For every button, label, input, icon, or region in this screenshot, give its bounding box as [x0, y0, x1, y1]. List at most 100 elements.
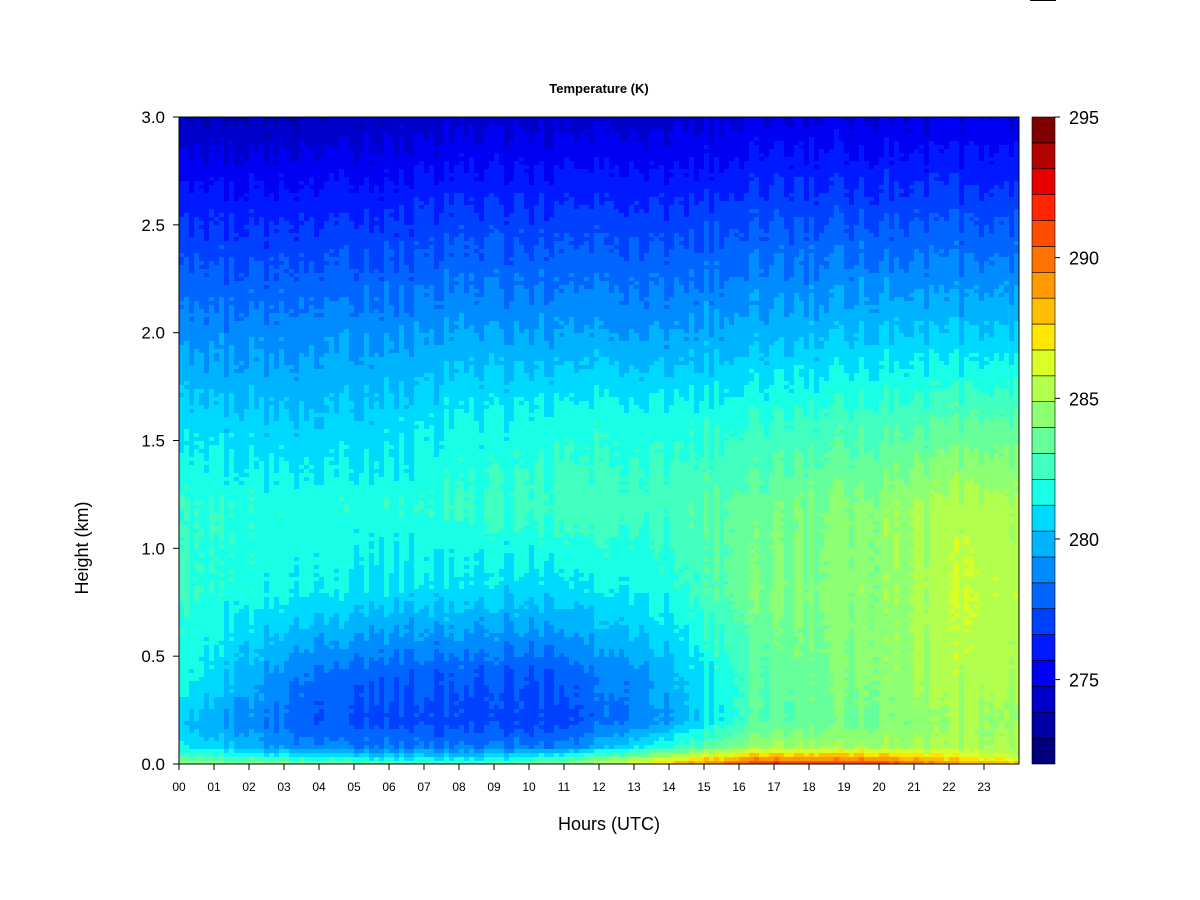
heatmap-cell — [819, 173, 824, 177]
heatmap-cell — [974, 165, 979, 169]
heatmap-cell — [314, 205, 319, 209]
heatmap-cell — [939, 189, 944, 193]
heatmap-cell — [309, 133, 314, 137]
heatmap-cell — [864, 197, 869, 201]
heatmap-cell — [984, 129, 989, 133]
heatmap-cell — [749, 137, 754, 141]
heatmap-cell — [569, 213, 574, 217]
heatmap-cell — [354, 177, 359, 181]
heatmap-cell — [564, 233, 569, 237]
heatmap-cell — [369, 169, 374, 173]
heatmap-cell — [744, 213, 749, 217]
heatmap-cell — [299, 145, 304, 149]
heatmap-cell — [454, 197, 459, 201]
heatmap-cell — [729, 133, 734, 137]
heatmap-cell — [619, 137, 624, 141]
heatmap-cell — [704, 157, 709, 161]
heatmap-cell — [319, 173, 324, 177]
heatmap-cell — [199, 185, 204, 189]
heatmap-cell — [859, 201, 864, 205]
heatmap-cell — [974, 229, 979, 233]
heatmap-cell — [789, 173, 794, 177]
heatmap-cell — [674, 197, 679, 201]
heatmap-cell — [974, 129, 979, 133]
heatmap-cell — [739, 137, 744, 141]
heatmap-cell — [249, 169, 254, 173]
heatmap-cell — [889, 221, 894, 225]
heatmap-cell — [489, 197, 494, 201]
heatmap-cell — [524, 193, 529, 197]
heatmap-cell — [354, 149, 359, 153]
heatmap-cell — [909, 149, 914, 153]
heatmap-cell — [299, 185, 304, 189]
heatmap-cell — [359, 229, 364, 233]
heatmap-cell — [609, 153, 614, 157]
heatmap-cell — [849, 157, 854, 161]
heatmap-cell — [429, 117, 434, 121]
heatmap-cell — [724, 201, 729, 205]
heatmap-cell — [504, 181, 509, 185]
heatmap-cell — [469, 201, 474, 205]
heatmap-cell — [189, 125, 194, 129]
heatmap-cell — [304, 161, 309, 165]
heatmap-cell — [844, 197, 849, 201]
heatmap-cell — [949, 121, 954, 125]
heatmap-cell — [469, 209, 474, 213]
chart-title: Temperature (K) — [549, 81, 648, 96]
heatmap-cell — [799, 121, 804, 125]
heatmap-cell — [794, 149, 799, 153]
heatmap-cell — [244, 221, 249, 225]
heatmap-cell — [684, 189, 689, 193]
heatmap-cell — [969, 169, 974, 173]
heatmap-cell — [329, 181, 334, 185]
heatmap-cell — [559, 181, 564, 185]
heatmap-cell — [229, 137, 234, 141]
heatmap-cell — [749, 209, 754, 213]
heatmap-cell — [664, 217, 669, 221]
heatmap-cell — [594, 133, 599, 137]
heatmap-cell — [929, 201, 934, 205]
heatmap-cell — [489, 221, 494, 225]
heatmap-cell — [739, 133, 744, 137]
heatmap-cell — [399, 197, 404, 201]
heatmap-cell — [499, 121, 504, 125]
heatmap-cell — [239, 145, 244, 149]
heatmap-cell — [929, 225, 934, 229]
heatmap-cell — [629, 141, 634, 145]
heatmap-cell — [244, 165, 249, 169]
heatmap-cell — [894, 145, 899, 149]
heatmap-cell — [264, 165, 269, 169]
heatmap-cell — [374, 221, 379, 225]
heatmap-cell — [504, 133, 509, 137]
heatmap-cell — [814, 165, 819, 169]
heatmap-cell — [364, 169, 369, 173]
heatmap-cell — [209, 169, 214, 173]
heatmap-cell — [284, 117, 289, 121]
heatmap-cell — [664, 193, 669, 197]
heatmap-cell — [829, 209, 834, 213]
heatmap-cell — [854, 221, 859, 225]
heatmap-cell — [434, 177, 439, 181]
heatmap-cell — [334, 125, 339, 129]
heatmap-cell — [909, 137, 914, 141]
heatmap-cell — [1009, 121, 1014, 125]
heatmap-cell — [734, 225, 739, 229]
heatmap-cell — [544, 121, 549, 125]
heatmap-cell — [864, 117, 869, 121]
heatmap-cell — [969, 185, 974, 189]
heatmap-cell — [709, 145, 714, 149]
heatmap-cell — [389, 149, 394, 153]
heatmap-cell — [434, 201, 439, 205]
heatmap-cell — [819, 181, 824, 185]
heatmap-cell — [834, 141, 839, 145]
heatmap-cell — [214, 157, 219, 161]
heatmap-cell — [384, 213, 389, 217]
heatmap-cell — [639, 213, 644, 217]
heatmap-cell — [739, 217, 744, 221]
heatmap-cell — [244, 213, 249, 217]
heatmap-cell — [649, 177, 654, 181]
heatmap-cell — [994, 201, 999, 205]
heatmap-cell — [194, 221, 199, 225]
heatmap-cell — [839, 153, 844, 157]
heatmap-cell — [304, 173, 309, 177]
